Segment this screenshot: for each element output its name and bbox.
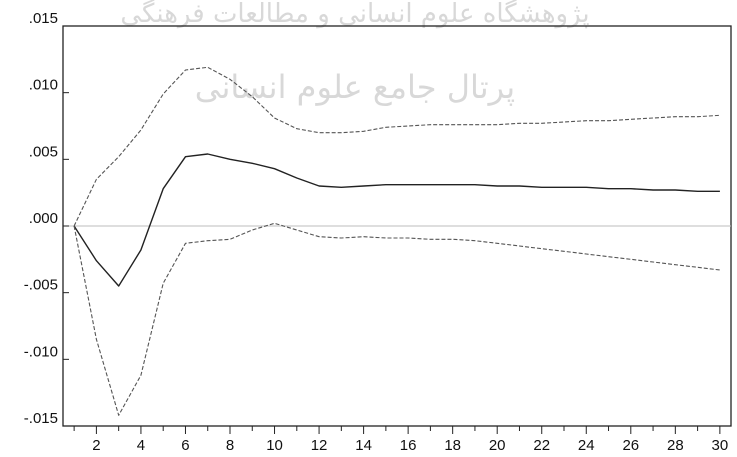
lower-band-line: [73, 222, 720, 416]
x-tick-label: 10: [266, 437, 283, 454]
y-axis: .015 .010 .005 .000 -.005 -.010 -.015: [24, 10, 69, 427]
x-tick-label: 6: [181, 437, 189, 454]
x-tick-label: 22: [533, 437, 550, 454]
x-tick-label: 18: [444, 437, 461, 454]
y-tick-label: -.015: [24, 410, 58, 427]
watermark-line-2: پرتال جامع علوم انسانی: [195, 68, 515, 106]
x-tick-label: 14: [355, 437, 372, 454]
x-axis: 2 4 6 8 10 12 14 16 18 20 22 24 26 28 30: [73, 426, 729, 454]
response-line: [73, 153, 720, 287]
x-tick-label: 16: [400, 437, 417, 454]
x-tick-label: 28: [667, 437, 684, 454]
x-tick-label: 26: [622, 437, 639, 454]
y-tick-label: .000: [29, 210, 58, 227]
x-tick-label: 2: [92, 437, 100, 454]
y-tick-label: .005: [29, 143, 58, 160]
y-tick-label: -.005: [24, 277, 58, 294]
y-tick-label: -.010: [24, 343, 58, 360]
watermark-line-1: پژوهشگاه علوم انسانی و مطالعات فرهنگی: [120, 0, 589, 29]
x-tick-label: 20: [489, 437, 506, 454]
x-tick-label: 30: [712, 437, 729, 454]
upper-band-line: [73, 66, 720, 227]
y-tick-label: .015: [29, 10, 58, 27]
x-tick-label: 8: [226, 437, 234, 454]
x-tick-label: 4: [137, 437, 145, 454]
watermark: پژوهشگاه علوم انسانی و مطالعات فرهنگی پر…: [120, 0, 589, 106]
series-layer: [73, 66, 720, 416]
x-tick-label: 24: [578, 437, 595, 454]
y-tick-label: .010: [29, 77, 58, 94]
x-tick-label: 12: [311, 437, 328, 454]
